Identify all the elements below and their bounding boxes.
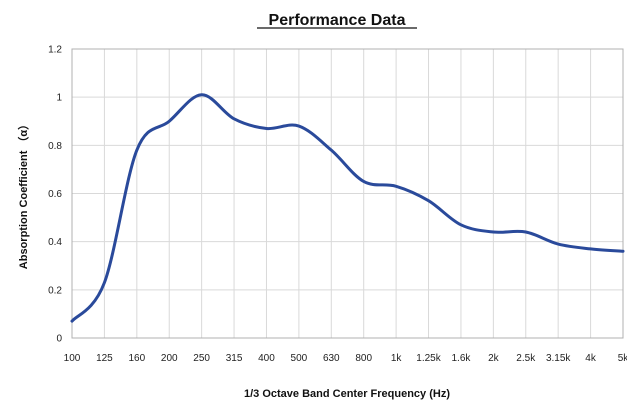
- data-point: [459, 223, 463, 227]
- x-axis-ticks: 100 125 160 200 250 315 400 500 630 800 1k 1.25k 1.6…: [64, 353, 627, 364]
- grid: [71, 48, 624, 339]
- data-point: [103, 281, 106, 284]
- x-tick-label: 100: [64, 353, 81, 364]
- data-point: [589, 247, 592, 251]
- x-tick-label: 500: [291, 353, 308, 364]
- x-tick-label: 200: [161, 353, 178, 364]
- x-tick-label: 1.6k: [451, 353, 471, 364]
- series-layer: [70, 93, 625, 323]
- x-tick-label: 1.25k: [416, 353, 441, 364]
- absorption-curve: [70, 93, 625, 323]
- y-axis-label: Absorption Coefficient （α）: [17, 119, 30, 269]
- x-tick-label: 250: [193, 353, 210, 364]
- x-tick-label: 125: [96, 353, 113, 364]
- y-tick-label: 0.8: [48, 141, 62, 152]
- x-tick-label: 400: [258, 353, 275, 364]
- x-tick-label: 2.5k: [516, 353, 536, 364]
- data-point: [556, 242, 560, 246]
- x-tick-label: 630: [323, 353, 340, 364]
- data-point: [330, 148, 333, 152]
- chart-title: Performance Data: [269, 12, 406, 29]
- x-axis-label: 1/3 Octave Band Center Frequency (Hz): [244, 388, 450, 400]
- x-tick-label: 3.15k: [546, 353, 571, 364]
- y-tick-label: 0.4: [48, 237, 62, 248]
- x-tick-label: 2k: [488, 353, 500, 364]
- y-tick-label: 1.2: [48, 45, 62, 56]
- y-axis-ticks: 0 0.2 0.4 0.6 0.8 1 1.2: [48, 45, 62, 345]
- data-point: [362, 180, 365, 183]
- data-point: [135, 148, 139, 152]
- data-point: [492, 230, 495, 234]
- x-tick-label: 5k: [618, 353, 627, 364]
- data-point: [621, 250, 625, 253]
- x-tick-label: 800: [355, 353, 372, 364]
- plot-frame: [71, 48, 624, 339]
- data-point: [394, 185, 398, 188]
- y-tick-label: 1: [56, 93, 62, 104]
- data-point: [70, 319, 74, 323]
- data-point: [168, 120, 171, 123]
- y-tick-label: 0: [56, 334, 62, 345]
- data-point: [524, 230, 527, 234]
- x-tick-label: 4k: [585, 353, 597, 364]
- data-point: [265, 127, 268, 130]
- data-point: [200, 93, 203, 96]
- y-tick-label: 0.6: [48, 189, 62, 200]
- data-point: [427, 199, 430, 202]
- x-tick-label: 315: [226, 353, 243, 364]
- y-tick-label: 0.2: [48, 285, 62, 296]
- data-point: [232, 117, 236, 121]
- data-point: [297, 124, 301, 128]
- x-tick-label: 160: [128, 353, 145, 364]
- x-tick-label: 1k: [391, 353, 403, 364]
